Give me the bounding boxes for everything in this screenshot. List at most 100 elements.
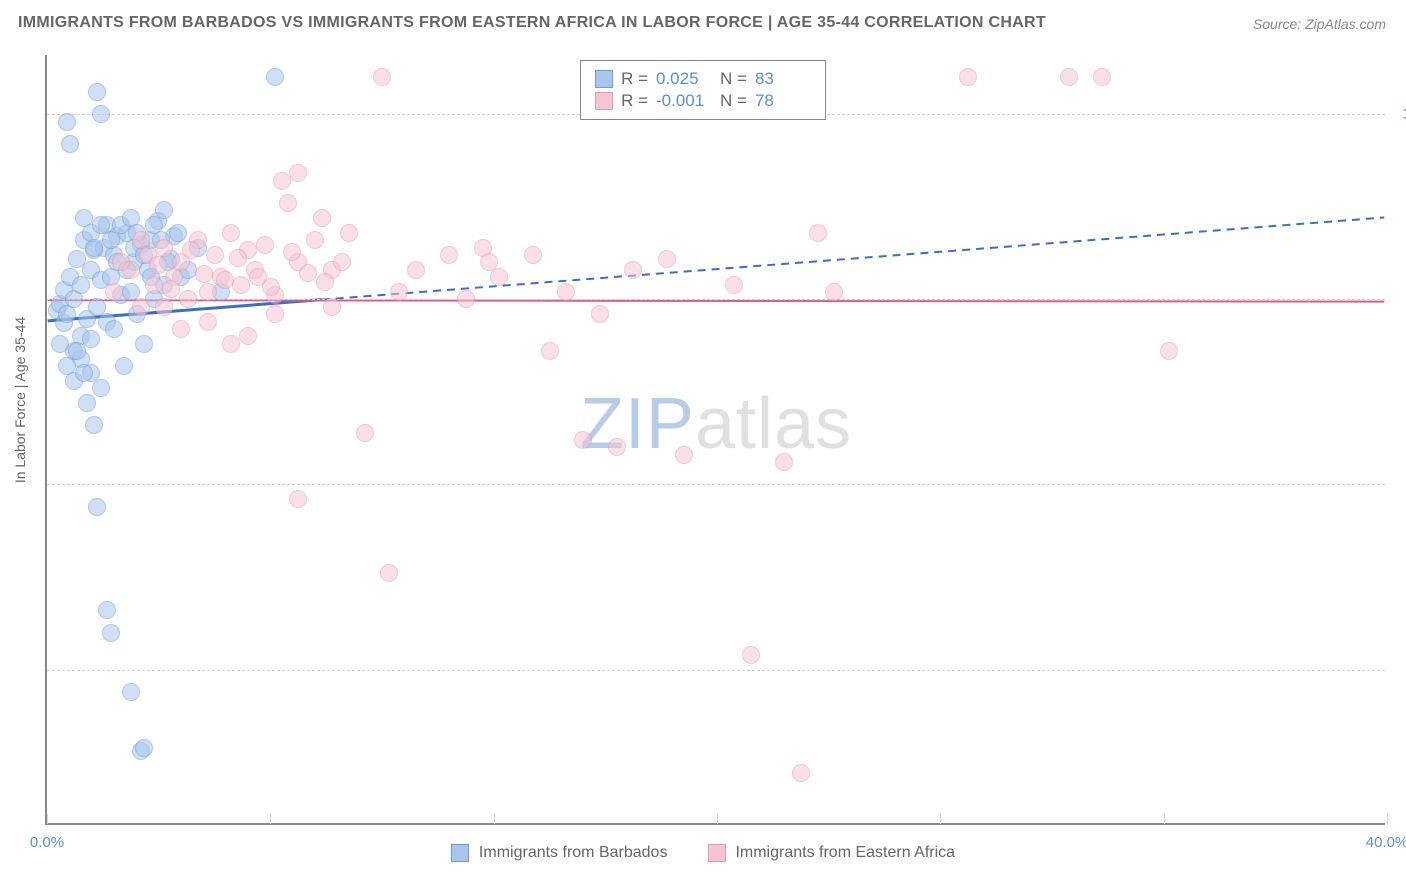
n-label: N =: [720, 91, 747, 111]
scatter-point: [85, 239, 103, 257]
scatter-point: [742, 646, 760, 664]
scatter-point: [179, 290, 197, 308]
scatter-point: [373, 68, 391, 86]
scatter-point: [88, 498, 106, 516]
scatter-point: [1060, 68, 1078, 86]
n-label: N =: [720, 69, 747, 89]
scatter-point: [222, 224, 240, 242]
source-label: Source: ZipAtlas.com: [1253, 16, 1386, 32]
scatter-point: [356, 424, 374, 442]
scatter-point: [98, 601, 116, 619]
watermark-rest: atlas: [695, 384, 852, 464]
r-value-eastern-africa: -0.001: [656, 91, 712, 111]
gridline-h: [47, 299, 1385, 300]
scatter-point: [155, 201, 173, 219]
xtick-mark: [494, 814, 495, 824]
scatter-point: [658, 250, 676, 268]
scatter-point: [299, 264, 317, 282]
r-label: R =: [621, 91, 648, 111]
legend-swatch-barbados: [451, 844, 469, 862]
y-axis-label: In Labor Force | Age 35-44: [12, 317, 28, 483]
scatter-point: [88, 83, 106, 101]
xtick-mark: [1164, 814, 1165, 824]
scatter-point: [122, 683, 140, 701]
scatter-point: [1093, 68, 1111, 86]
scatter-point: [725, 276, 743, 294]
scatter-point: [289, 164, 307, 182]
scatter-point: [216, 271, 234, 289]
scatter-point: [92, 105, 110, 123]
xtick-mark: [1387, 814, 1388, 824]
scatter-point: [239, 327, 257, 345]
series-legend: Immigrants from Barbados Immigrants from…: [451, 844, 955, 862]
legend-swatch-eastern-africa: [595, 92, 613, 110]
legend-item-barbados: Immigrants from Barbados: [451, 844, 668, 862]
scatter-point: [169, 224, 187, 242]
scatter-point: [58, 113, 76, 131]
scatter-point: [273, 172, 291, 190]
scatter-point: [316, 273, 334, 291]
trend-lines: [47, 55, 1385, 823]
xtick-mark: [270, 814, 271, 824]
scatter-point: [283, 243, 301, 261]
r-label: R =: [621, 69, 648, 89]
scatter-point: [135, 739, 153, 757]
scatter-point: [624, 261, 642, 279]
scatter-point: [199, 313, 217, 331]
ytick-label: 100.0%: [1402, 106, 1406, 123]
scatter-point: [289, 490, 307, 508]
scatter-point: [162, 280, 180, 298]
scatter-point: [149, 256, 167, 274]
n-value-eastern-africa: 78: [755, 91, 811, 111]
scatter-point: [313, 209, 331, 227]
scatter-point: [229, 249, 247, 267]
scatter-point: [135, 335, 153, 353]
scatter-point: [541, 342, 559, 360]
xtick-mark: [47, 814, 48, 824]
scatter-point: [78, 394, 96, 412]
scatter-point: [232, 276, 250, 294]
scatter-point: [775, 453, 793, 471]
scatter-point: [112, 253, 130, 271]
gridline-h: [47, 670, 1385, 671]
scatter-point: [105, 320, 123, 338]
legend-row-eastern-africa: R = -0.001 N = 78: [595, 91, 811, 111]
scatter-point: [266, 68, 284, 86]
scatter-point: [132, 231, 150, 249]
scatter-point: [155, 239, 173, 257]
scatter-point: [75, 364, 93, 382]
scatter-point: [959, 68, 977, 86]
scatter-point: [145, 276, 163, 294]
xtick-label: 0.0%: [30, 834, 64, 851]
plot-area: ZIPatlas 62.5%75.0%87.5%100.0%0.0%40.0%: [45, 55, 1385, 825]
n-value-barbados: 83: [755, 69, 811, 89]
legend-swatch-eastern-africa: [707, 844, 725, 862]
legend-swatch-barbados: [595, 70, 613, 88]
scatter-point: [82, 330, 100, 348]
scatter-point: [279, 194, 297, 212]
scatter-point: [440, 246, 458, 264]
scatter-point: [490, 268, 508, 286]
legend-label-barbados: Immigrants from Barbados: [479, 844, 668, 862]
scatter-point: [199, 283, 217, 301]
scatter-point: [340, 224, 358, 242]
r-value-barbados: 0.025: [656, 69, 712, 89]
scatter-point: [222, 335, 240, 353]
scatter-point: [102, 624, 120, 642]
scatter-point: [262, 278, 280, 296]
scatter-point: [206, 246, 224, 264]
scatter-point: [457, 290, 475, 308]
correlation-legend: R = 0.025 N = 83 R = -0.001 N = 78: [580, 60, 826, 120]
legend-item-eastern-africa: Immigrants from Eastern Africa: [707, 844, 955, 862]
scatter-point: [155, 298, 173, 316]
xtick-mark: [940, 814, 941, 824]
scatter-point: [172, 320, 190, 338]
scatter-point: [102, 231, 120, 249]
scatter-point: [306, 231, 324, 249]
legend-label-eastern-africa: Immigrants from Eastern Africa: [735, 844, 955, 862]
scatter-point: [333, 253, 351, 271]
scatter-point: [256, 236, 274, 254]
scatter-point: [407, 261, 425, 279]
scatter-point: [182, 241, 200, 259]
scatter-point: [675, 446, 693, 464]
